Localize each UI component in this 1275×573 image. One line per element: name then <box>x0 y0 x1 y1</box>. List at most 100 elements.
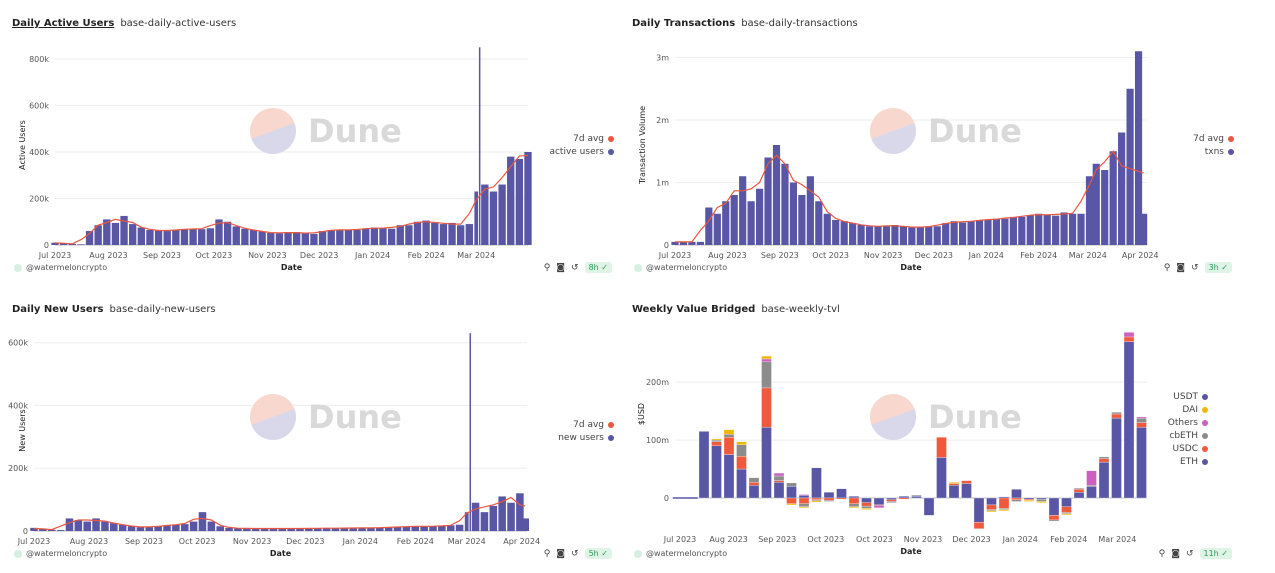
chart-slug: base-weekly-tvl <box>761 304 840 315</box>
bar-segment-usdc <box>898 497 910 500</box>
legend-item[interactable]: ETH <box>1168 456 1208 469</box>
bar <box>789 182 798 245</box>
bar-segment-others <box>1136 416 1147 419</box>
bar <box>713 213 721 245</box>
refresh-icon[interactable]: ↺ <box>571 262 579 273</box>
bar <box>336 229 344 245</box>
legend-label: new users <box>558 433 604 443</box>
footer-author[interactable]: @watermeloncrypto <box>14 549 107 558</box>
footer-author[interactable]: @watermeloncrypto <box>14 263 107 272</box>
bar-segment-cbeth <box>773 475 785 481</box>
bar <box>471 502 480 531</box>
camera-icon[interactable]: ◙ <box>556 262 566 273</box>
author-name[interactable]: @watermeloncrypto <box>646 263 728 272</box>
bar <box>370 227 379 245</box>
bar-segment-eth <box>861 497 872 503</box>
bar-segment-eth <box>773 482 785 499</box>
legend-item[interactable]: cbETH <box>1168 430 1208 443</box>
camera-icon[interactable]: ◙ <box>1176 262 1186 273</box>
bar <box>1085 176 1094 245</box>
bar-segment-eth <box>1123 341 1135 499</box>
bar <box>349 527 357 531</box>
link-icon[interactable]: ⚲ <box>1163 262 1171 273</box>
legend-label: txns <box>1204 147 1224 157</box>
y-tick-label: 0 <box>664 241 669 250</box>
avatar <box>14 263 22 272</box>
refresh-icon[interactable]: ↺ <box>1191 262 1199 273</box>
bar <box>967 221 975 245</box>
legend-dot-icon <box>1202 393 1208 400</box>
bar-segment-others <box>873 505 885 508</box>
legend-item[interactable]: USDC <box>1168 443 1208 456</box>
legend: 7d avg active users <box>549 133 614 159</box>
legend-item[interactable]: new users <box>558 432 614 445</box>
x-axis-label: Date <box>281 263 303 272</box>
bar-segment-cbeth <box>811 499 822 502</box>
x-tick-label: Jul 2023 <box>658 251 692 260</box>
bar-segment-cbeth <box>748 477 760 483</box>
avatar <box>634 263 642 272</box>
link-icon[interactable]: ⚲ <box>543 262 551 273</box>
footer-author[interactable]: @watermeloncrypto <box>634 263 727 272</box>
legend-item[interactable]: USDT <box>1168 391 1208 404</box>
bar <box>882 226 891 245</box>
bar <box>874 226 882 245</box>
bar <box>781 163 789 245</box>
refresh-icon[interactable]: ↺ <box>571 548 579 559</box>
author-name[interactable]: @watermeloncrypto <box>26 263 108 272</box>
bar-segment-eth <box>923 497 935 516</box>
bar <box>327 229 335 245</box>
legend-item[interactable]: 7d avg <box>558 419 614 432</box>
legend-item[interactable]: DAI <box>1168 404 1208 417</box>
bar <box>56 530 65 531</box>
bar-segment-others <box>773 472 785 477</box>
x-tick-label: Jul 2023 <box>17 537 51 546</box>
bar-segment-cbeth <box>1061 512 1072 514</box>
bar <box>1109 151 1117 245</box>
bar <box>137 227 145 245</box>
legend-item[interactable]: txns <box>1193 146 1234 159</box>
legend-item[interactable]: active users <box>549 146 614 159</box>
legend-item[interactable]: 7d avg <box>549 133 614 146</box>
freshness-badge: 5h ✓ <box>584 548 612 559</box>
chart-slug: base-daily-active-users <box>120 18 237 29</box>
refresh-icon[interactable]: ↺ <box>1185 548 1194 559</box>
bar-segment-dai <box>861 508 872 510</box>
bar-segment-eth <box>823 492 835 499</box>
legend-item[interactable]: 7d avg <box>1193 133 1234 146</box>
bar <box>376 527 384 531</box>
link-icon[interactable]: ⚲ <box>1158 548 1166 559</box>
bar <box>225 527 233 531</box>
bar <box>798 195 806 245</box>
chart-title-text[interactable]: Daily Active Users <box>12 18 115 29</box>
bar-segment-cbeth <box>998 508 1010 510</box>
bar <box>1077 213 1085 245</box>
bar-segment-eth <box>1136 427 1147 499</box>
camera-icon[interactable]: ◙ <box>1171 548 1180 559</box>
bar <box>243 528 251 531</box>
link-icon[interactable]: ⚲ <box>543 548 551 559</box>
author-name[interactable]: @watermeloncrypto <box>646 549 728 558</box>
bar-segment-cbeth <box>823 500 835 502</box>
bar-segment-dai <box>998 509 1010 511</box>
bar <box>145 527 154 531</box>
bar-segment-usdc <box>886 499 897 502</box>
author-name[interactable]: @watermeloncrypto <box>26 549 108 558</box>
bar <box>189 521 198 531</box>
y-tick-label: 400k <box>8 401 28 410</box>
legend-item[interactable]: Others <box>1168 417 1208 430</box>
legend-label: 7d avg <box>1193 134 1224 144</box>
bar <box>322 528 331 531</box>
x-tick-label: Mar 2024 <box>457 251 495 260</box>
bar <box>722 201 730 245</box>
bar <box>39 529 47 531</box>
bar <box>739 176 747 245</box>
footer-author[interactable]: @watermeloncrypto <box>634 549 727 558</box>
camera-icon[interactable]: ◙ <box>556 548 566 559</box>
bar <box>402 526 411 531</box>
bar <box>984 220 992 245</box>
bar-segment-usdc <box>711 441 722 447</box>
legend-label: Others <box>1167 418 1198 428</box>
x-tick-label: Oct 2023 <box>195 251 232 260</box>
bar-segment-usdc <box>748 482 760 486</box>
